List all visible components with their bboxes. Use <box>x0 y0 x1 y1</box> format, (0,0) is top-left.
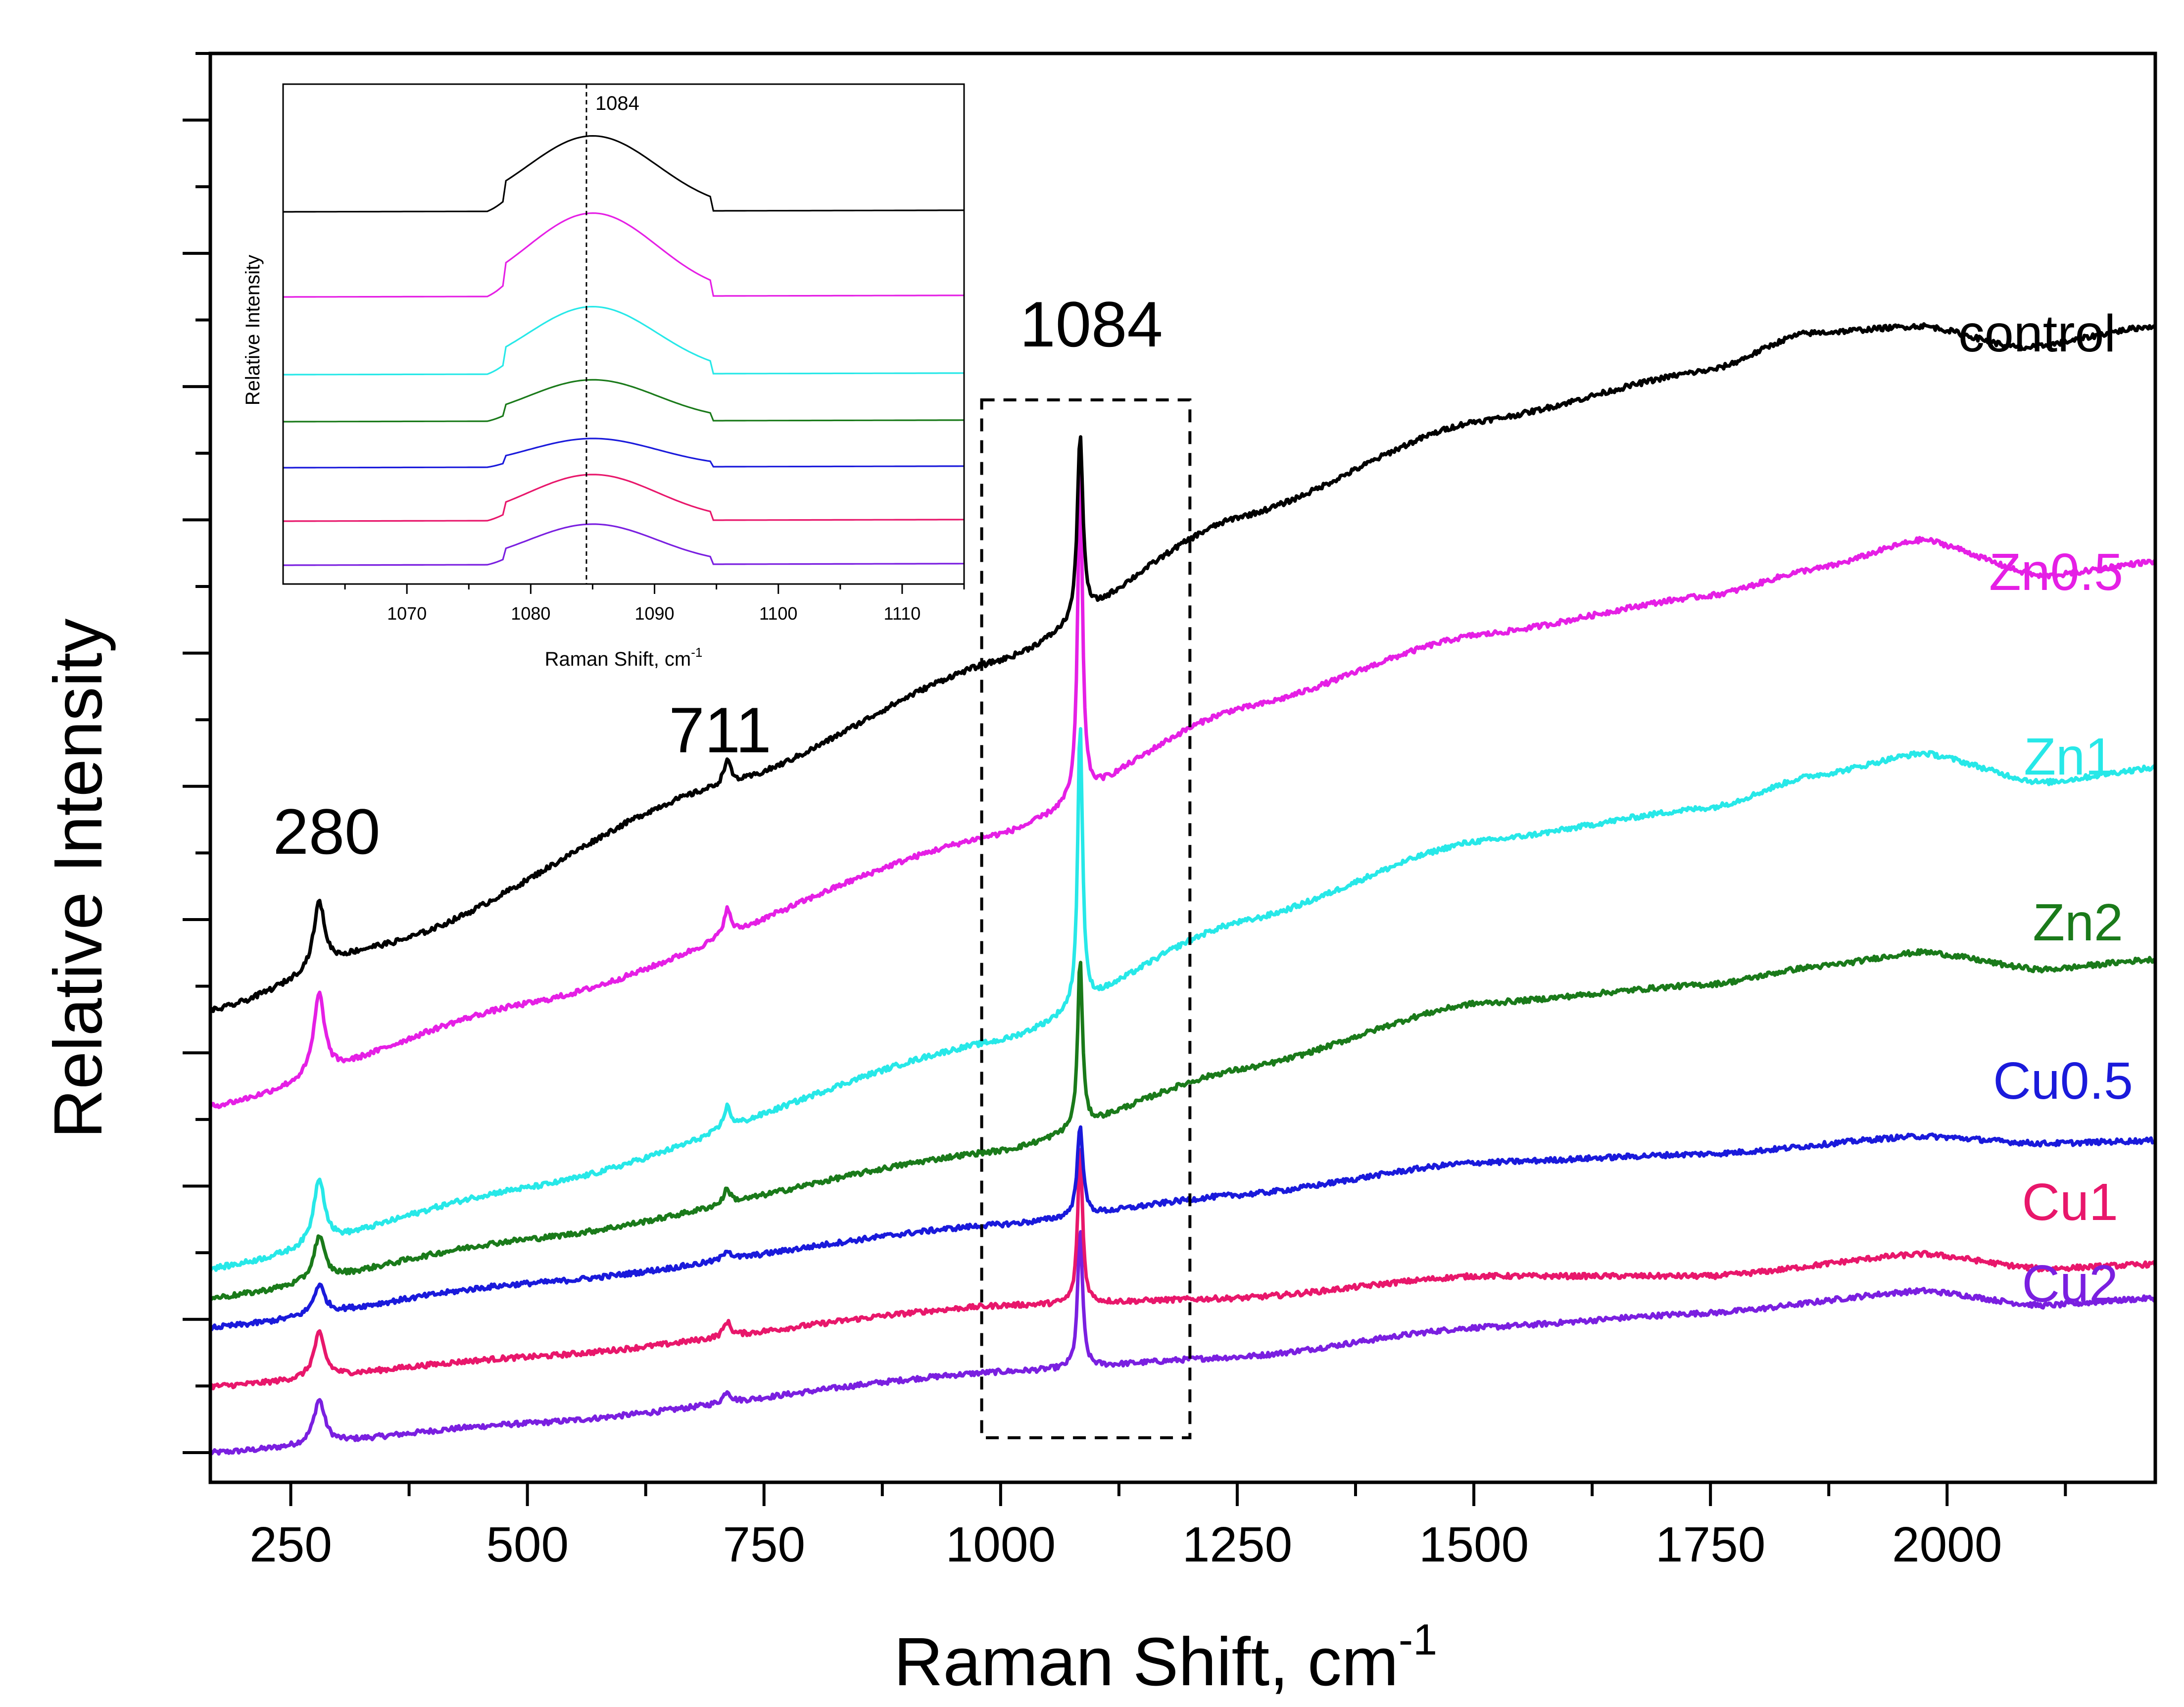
series-line-zn0-5 <box>208 472 2157 1109</box>
y-axis-title: Relative Intensity <box>40 619 116 1139</box>
inset-series-line-control <box>283 135 964 213</box>
series-label-zn0-5: Zn0.5 <box>1989 543 2123 601</box>
series-line-zn2 <box>209 948 2156 1302</box>
peak-label-1084: 1084 <box>1019 288 1163 360</box>
inset-tick-group: 1070 1080 1090 1100 1110 <box>344 584 965 624</box>
inset-series-line-cu0-5 <box>283 438 964 469</box>
inset-frame <box>282 83 965 585</box>
peak-label-280: 280 <box>273 795 381 868</box>
inset-series-line-cu1 <box>283 474 964 522</box>
x-tick-label: 2000 <box>1892 1517 2002 1572</box>
series-label-zn1: Zn1 <box>2024 728 2114 786</box>
inset-x-tick-label: 1100 <box>759 603 797 624</box>
peak-label-711: 711 <box>669 694 771 766</box>
inset-series-line-zn0-5 <box>283 212 964 298</box>
series-label-control: control <box>1958 304 2116 363</box>
series-line-control <box>208 322 2157 1014</box>
x-tick-label: 1250 <box>1182 1517 1292 1572</box>
inset-series-group <box>283 135 964 566</box>
highlight-box <box>980 398 1192 1439</box>
main-series-group <box>208 322 2157 1456</box>
series-label-cu2: Cu2 <box>2022 1255 2118 1313</box>
series-label-cu0-5: Cu0.5 <box>1993 1052 2133 1110</box>
inset-marker-label: 1084 <box>595 93 639 114</box>
inset-x-tick-label: 1080 <box>511 603 550 624</box>
inset-y-axis-title: Relative Intensity <box>242 255 264 406</box>
inset-series-line-cu2 <box>283 523 964 566</box>
x-tick-label: 500 <box>486 1517 569 1572</box>
plot-frame <box>208 51 2157 1484</box>
inset-plot: 1084 1070 1080 1090 1100 1110 Raman Shift, c… <box>242 83 965 670</box>
inset-series-line-zn1 <box>283 305 964 376</box>
inset-x-tick-label: 1070 <box>387 603 427 624</box>
inset-background <box>283 84 964 584</box>
inset-x-tick-label: 1090 <box>634 603 674 624</box>
series-line-cu0-5 <box>208 1125 2156 1331</box>
series-label-zn2: Zn2 <box>2033 893 2123 952</box>
series-line-cu1 <box>208 1148 2157 1391</box>
x-tick-label: 1750 <box>1655 1517 1765 1572</box>
series-line-cu2 <box>209 1230 2157 1456</box>
inset-x-tick-label: 1110 <box>884 603 921 624</box>
y-tick-group <box>183 52 210 1454</box>
inset-series-line-zn2 <box>283 379 964 423</box>
x-tick-label: 1000 <box>946 1517 1056 1572</box>
inset-x-axis-title: Raman Shift, cm-1 <box>545 645 703 670</box>
x-tick-label: 250 <box>249 1517 332 1572</box>
x-tick-label: 750 <box>723 1517 805 1572</box>
x-tick-group: 250 500 750 1000 1250 1500 1750 2000 <box>249 1482 2067 1572</box>
x-tick-label: 1500 <box>1419 1517 1529 1572</box>
series-label-cu1: Cu1 <box>2022 1173 2118 1231</box>
series-line-zn1 <box>208 727 2157 1272</box>
x-axis-title: Raman Shift, cm-1 <box>894 1615 1437 1700</box>
